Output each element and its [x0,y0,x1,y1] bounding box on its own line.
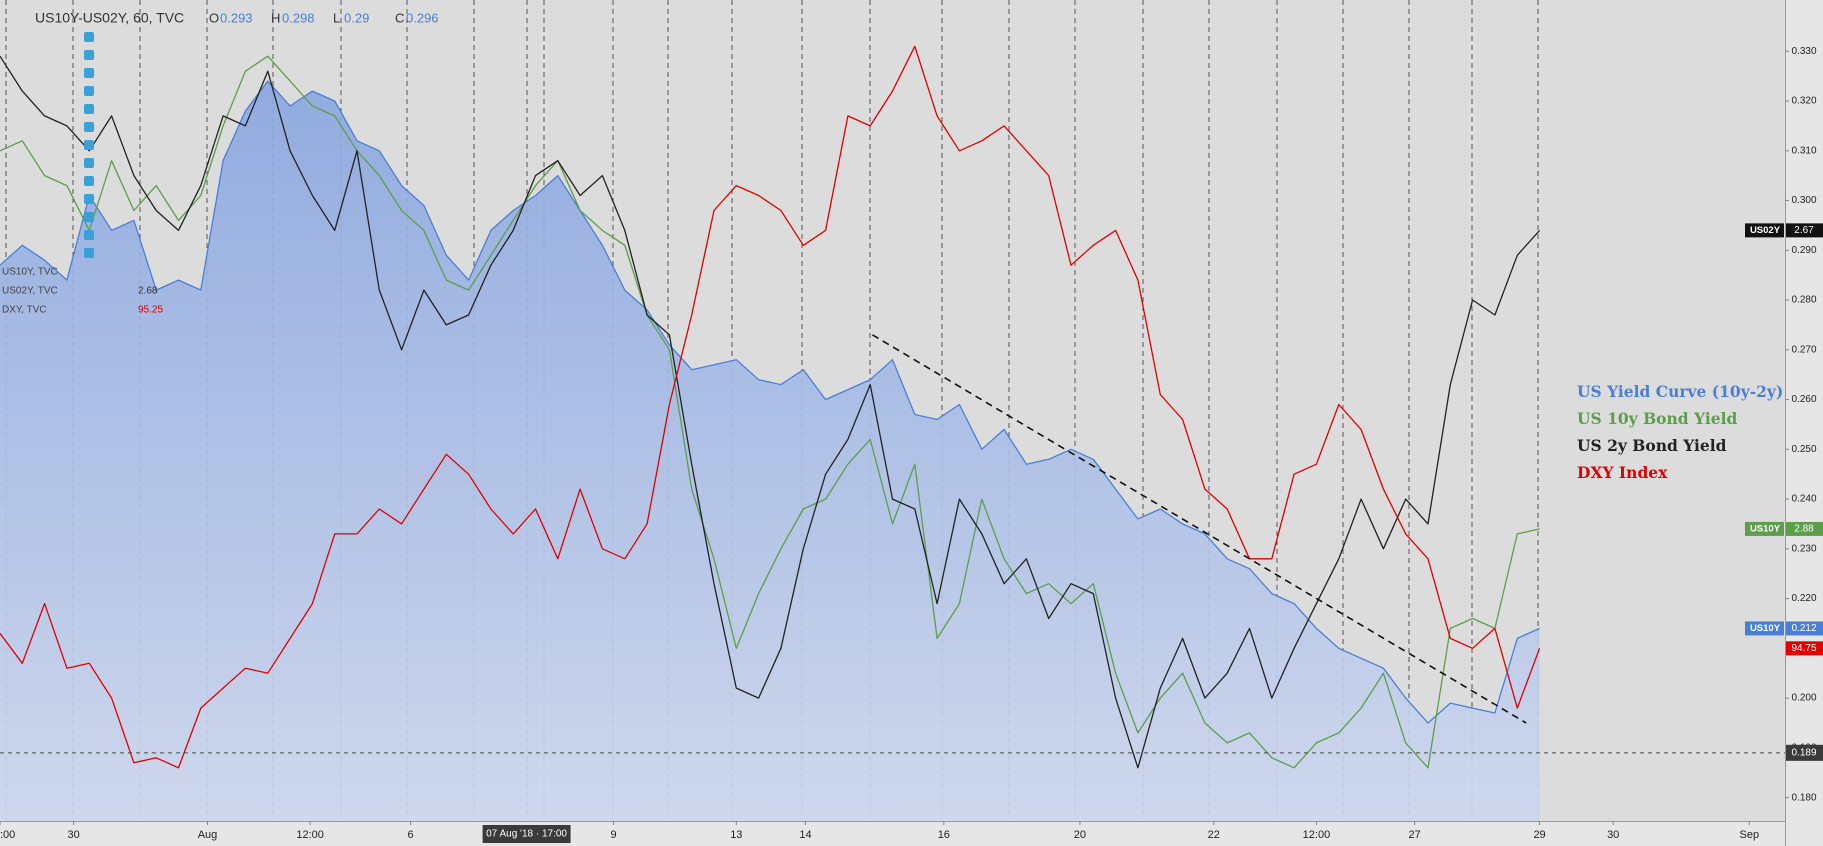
ohlc-key: O [209,10,219,25]
ohlc-value: 0.298 [282,10,315,25]
layer-icon [84,158,94,168]
layer-icon [84,68,94,78]
legend-entry: US 2y Bond Yield [1577,436,1727,455]
x-tick-label: 27 [1408,829,1420,841]
x-tick-label: Aug [198,829,218,841]
ohlc-value: 0.293 [220,10,253,25]
layer-icon [84,140,94,150]
ohlc-value: 0.29 [344,10,369,25]
price-tag-value: 0.212 [1791,623,1816,634]
layer-icon [84,248,94,258]
price-tag-name-box [1745,621,1784,636]
layer-icon [84,176,94,186]
header-title: US10Y-US02Y, 60, TVC [35,10,184,26]
x-tick-label: Sep [1740,829,1760,841]
x-tick-label: :00 [0,829,15,841]
price-tag-name-box [1745,521,1784,536]
ohlc-key: H [271,10,280,25]
y-tick-label: 0.320 [1791,96,1816,107]
y-tick-label: 0.330 [1791,46,1816,57]
layer-icon [84,230,94,240]
price-tag-name-box [1745,223,1784,238]
x-tick-label: 16 [938,829,950,841]
price-tag-name: US10Y [1750,623,1781,634]
y-tick-label: 0.300 [1791,195,1816,206]
series-line [0,55,1540,769]
layer-icon [84,212,94,222]
series-line [0,80,1540,724]
y-tick-label: 0.250 [1791,444,1816,455]
area [0,81,1540,822]
crosshair-y-box [1786,744,1823,761]
ohlc-key: C [395,10,404,25]
layer-icon [84,32,94,42]
y-tick-label: 0.280 [1791,295,1816,306]
series-line [0,45,1541,769]
y-tick-label: 0.220 [1791,593,1816,604]
legend-entry: DXY Index [1577,463,1668,482]
side-legend-name: DXY, TVC [2,305,47,316]
trendline [872,334,1527,724]
legend-entry: US 10y Bond Yield [1577,409,1737,428]
price-tag-name: US10Y [1750,523,1781,534]
side-legend-value: 95.25 [138,305,163,316]
x-tick-label: 13 [730,829,742,841]
legend-entry: US Yield Curve (10y-2y) [1577,382,1783,401]
layer-icon [84,50,94,60]
y-tick-label: 0.230 [1791,543,1816,554]
x-tick-label: 20 [1074,829,1086,841]
side-legend-name: US10Y, TVC [2,267,58,278]
x-tick-label: 12:00 [1303,829,1331,841]
series-line [0,55,1541,769]
y-tick-label: 0.260 [1791,394,1816,405]
side-legend-name: US02Y, TVC [2,286,58,297]
price-tag-value: 2.88 [1794,524,1814,535]
x-tick-label: 29 [1533,829,1545,841]
y-tick-label: 0.290 [1791,245,1816,256]
y-axis-panel [1786,0,1823,846]
price-tag-value: 2.67 [1794,225,1814,236]
price-tag-value-box [1786,621,1823,636]
x-tick-label: 12:00 [296,829,324,841]
price-tag-value: 94.75 [1791,643,1816,654]
x-tick-label: 6 [407,829,413,841]
layer-icon [84,86,94,96]
layer-icon [84,104,94,114]
ohlc-value: 0.296 [406,10,439,25]
x-tick-label: 30 [68,829,80,841]
x-tick-label: 30 [1607,829,1619,841]
x-tick-label: 9 [611,829,617,841]
layer-icon [84,122,94,132]
y-tick-label: 0.180 [1791,792,1816,803]
price-tag-name: US02Y [1750,225,1781,236]
y-tick-label: 0.310 [1791,145,1816,156]
ohlc-key: L [333,10,340,25]
side-legend-value: 2.68 [138,286,158,297]
price-tag-value-box [1786,223,1823,238]
crosshair-x-box [482,825,571,843]
layer-icon [84,194,94,204]
y-tick-label: 0.240 [1791,494,1816,505]
x-tick-label: 22 [1208,829,1220,841]
y-tick-label: 0.200 [1791,693,1816,704]
price-tag-value-box [1786,521,1823,536]
x-axis-panel [0,822,1785,846]
crosshair-x-label: 07 Aug '18 · 17:00 [486,829,567,840]
x-tick-label: 14 [799,829,811,841]
crosshair-y-label: 0.189 [1791,747,1816,758]
price-tag-value-box [1786,641,1823,656]
y-tick-label: 0.270 [1791,344,1816,355]
